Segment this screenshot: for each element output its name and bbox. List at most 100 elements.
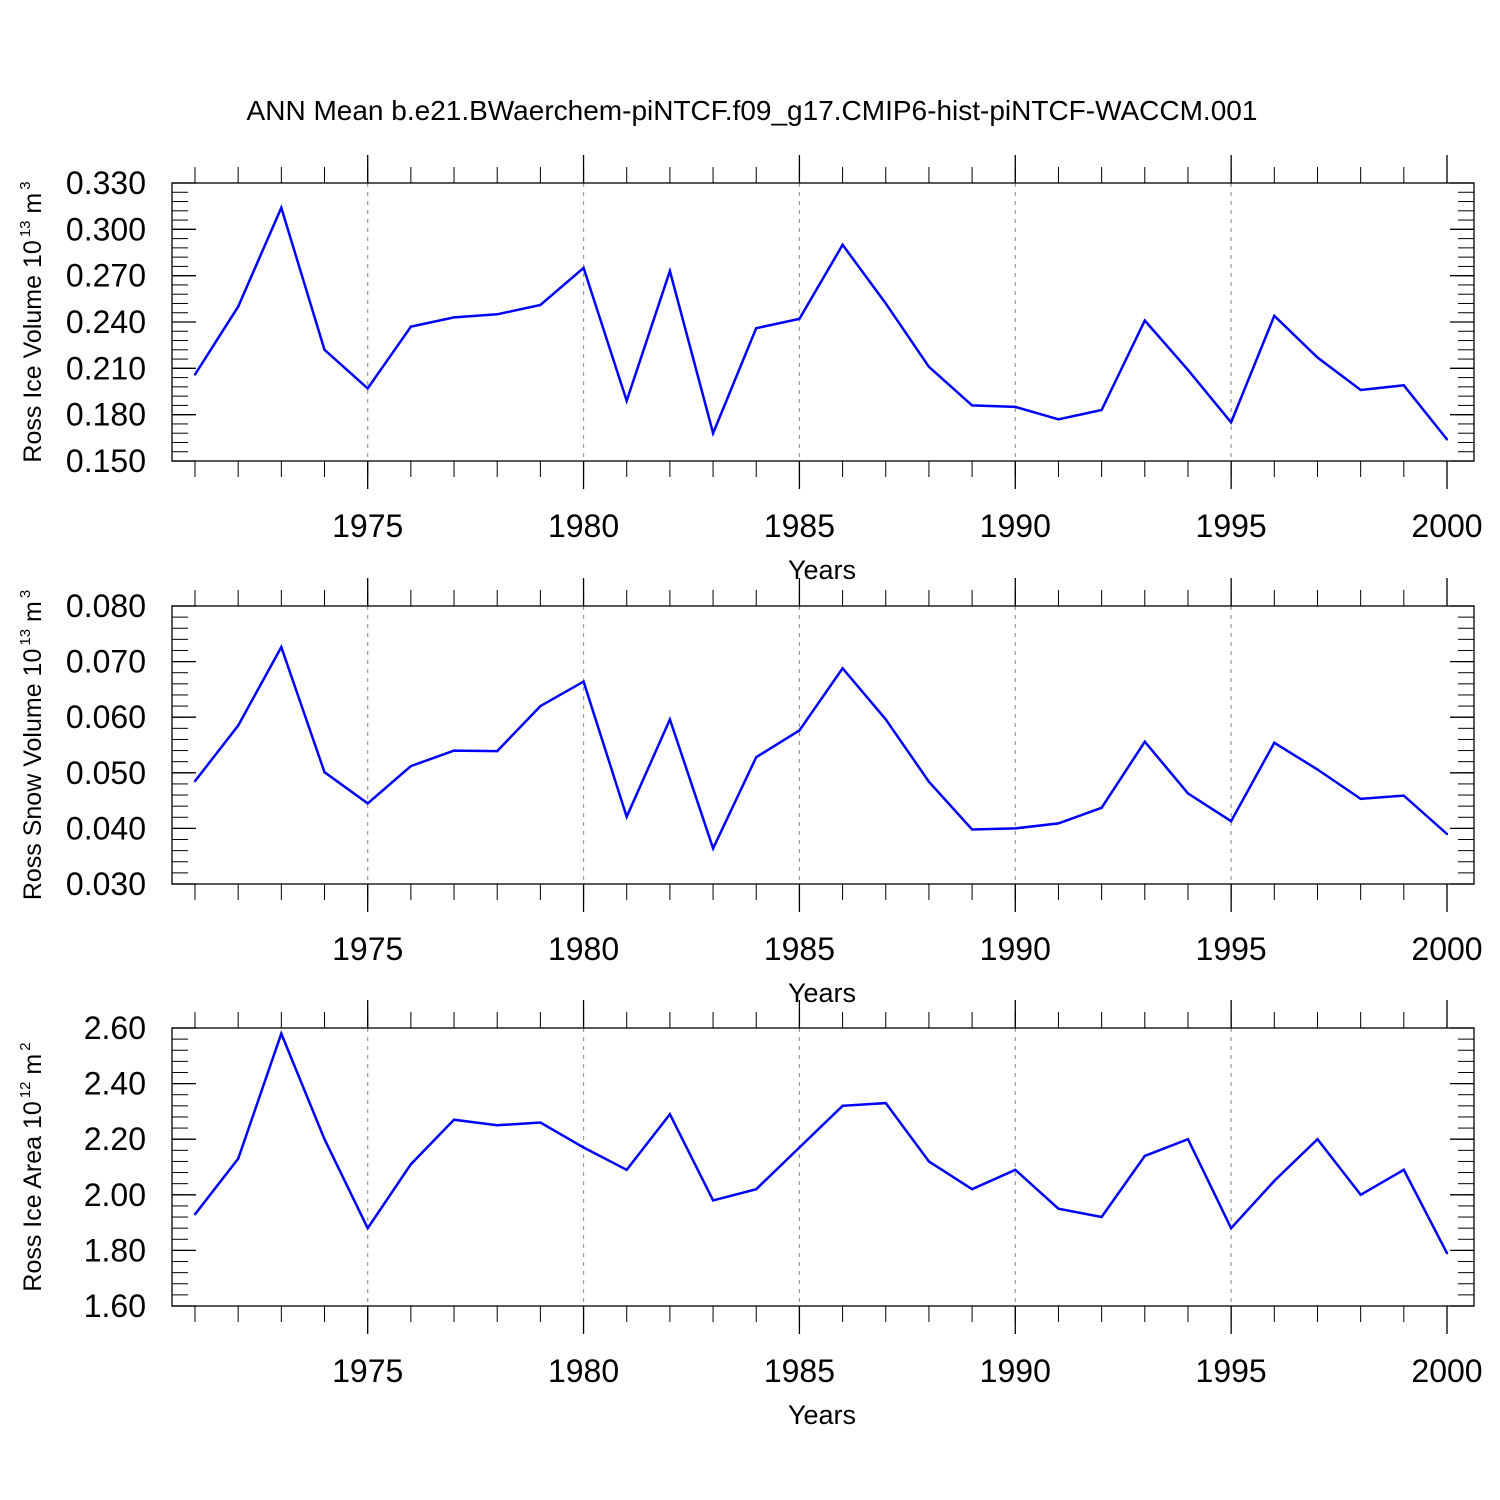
data-point-1973 — [280, 645, 283, 649]
data-point-1984 — [755, 1188, 758, 1191]
data-point-1986 — [841, 667, 844, 670]
y-tick-label: 0.210 — [66, 350, 146, 386]
data-point-1988 — [927, 1160, 931, 1163]
data-point-2000 — [1445, 832, 1449, 836]
data-point-1980 — [582, 266, 585, 270]
y-tick-label: 1.80 — [84, 1232, 146, 1268]
data-point-1988 — [927, 365, 931, 368]
data-point-1980 — [582, 680, 585, 683]
y-axis-label-exponent: 12 — [17, 1082, 34, 1099]
data-point-1979 — [539, 1121, 542, 1124]
y-axis-label-text: Ross Ice Area 10 — [19, 1101, 47, 1291]
data-point-1981 — [625, 399, 628, 402]
data-point-1986 — [841, 243, 844, 246]
data-point-1985 — [798, 317, 801, 321]
panel-3: 1.60 1.80 2.00 2.20 2.40 2.60 1975 1980 1985 1990… — [17, 1000, 1483, 1430]
y-axis-label-text: m — [19, 601, 47, 629]
data-point-1985 — [798, 729, 801, 732]
data-point-1974 — [323, 771, 326, 774]
data-point-1999 — [1402, 1168, 1406, 1171]
x-tick-label: 1985 — [764, 508, 835, 544]
data-point-1982 — [668, 269, 672, 273]
data-point-1987 — [884, 1101, 887, 1105]
y-axis-label-exponent: 13 — [17, 629, 34, 646]
x-axis-label: Years — [788, 978, 856, 1008]
series-line — [194, 644, 1448, 852]
y-axis-label: Ross Ice Volume 10 13 m 3 — [17, 181, 47, 462]
series-line — [193, 204, 1448, 441]
data-point-1973 — [280, 1032, 283, 1035]
y-tick-label: 0.030 — [66, 866, 146, 902]
x-tick-label: 1990 — [980, 1353, 1051, 1389]
data-point-1990 — [1014, 1168, 1017, 1171]
data-point-1977 — [452, 1118, 456, 1121]
x-tick-label: 1995 — [1196, 1353, 1267, 1389]
data-point-2000 — [1445, 438, 1449, 441]
data-point-1993 — [1143, 740, 1146, 743]
y-tick-label: 0.080 — [66, 588, 146, 624]
data-point-1973 — [280, 206, 283, 209]
x-tick-label: 2000 — [1411, 508, 1482, 544]
y-axis-label-text: m — [19, 193, 47, 221]
data-point-1995 — [1229, 819, 1233, 823]
data-point-1977 — [452, 316, 456, 319]
x-axis-label: Years — [788, 555, 856, 585]
y-axis-label: Ross Ice Area 10 12 m 2 — [17, 1042, 47, 1291]
x-tick-label: 1975 — [332, 1353, 403, 1389]
data-point-1975 — [366, 1226, 369, 1230]
series-line — [194, 1030, 1449, 1254]
data-point-1972 — [236, 1157, 240, 1160]
data-point-1983 — [711, 847, 715, 850]
y-tick-label: 0.150 — [66, 443, 146, 479]
data-point-1983 — [711, 432, 715, 435]
data-point-1980 — [582, 1146, 585, 1149]
x-tick-label: 1975 — [332, 931, 403, 967]
data-point-1978 — [496, 313, 499, 316]
y-tick-label: 1.60 — [84, 1288, 146, 1324]
data-point-1981 — [625, 815, 628, 818]
panel-2: 0.030 0.040 0.050 0.060 0.070 0.080 1975 1980 19… — [17, 578, 1483, 1008]
data-point-1998 — [1359, 797, 1362, 801]
y-tick-label: 2.00 — [84, 1177, 146, 1213]
y-axis-label-exponent: 2 — [17, 1042, 34, 1050]
x-tick-label: 2000 — [1411, 1353, 1482, 1389]
data-point-1996 — [1273, 741, 1276, 744]
data-point-1992 — [1100, 806, 1103, 810]
x-tick-label: 1980 — [548, 1353, 619, 1389]
data-point-1989 — [970, 404, 974, 407]
data-point-1977 — [452, 749, 456, 752]
data-point-1983 — [711, 1199, 715, 1202]
plot-frame — [171, 1027, 1475, 1307]
data-point-1975 — [366, 802, 369, 805]
data-point-1976 — [409, 1163, 413, 1166]
data-point-1978 — [496, 749, 499, 753]
data-point-1992 — [1100, 1215, 1103, 1219]
y-axis-label-text: Ross Ice Volume 10 — [19, 240, 47, 462]
chart-title: ANN Mean b.e21.BWaerchem-piNTCF.f09_g17.… — [247, 95, 1258, 126]
data-point-1991 — [1057, 822, 1060, 825]
data-point-1972 — [236, 724, 240, 727]
data-point-1994 — [1186, 1138, 1190, 1141]
data-point-1997 — [1316, 1138, 1319, 1141]
data-point-1999 — [1402, 384, 1406, 387]
data-point-1991 — [1057, 1207, 1060, 1210]
data-point-1976 — [409, 325, 413, 328]
y-axis-label-exponent: 3 — [17, 590, 34, 598]
y-axis-label: Ross Snow Volume 10 13 m 3 — [17, 590, 47, 900]
data-point-1972 — [236, 305, 240, 308]
data-point-1989 — [970, 828, 974, 831]
data-point-1987 — [884, 718, 887, 721]
data-point-1995 — [1229, 1226, 1233, 1230]
data-point-1971 — [193, 779, 197, 783]
data-point-1987 — [884, 302, 887, 305]
data-point-1997 — [1316, 356, 1319, 359]
x-tick-label: 1980 — [548, 508, 619, 544]
data-point-1982 — [668, 718, 672, 721]
data-point-1996 — [1273, 314, 1276, 318]
y-tick-label: 2.60 — [84, 1010, 146, 1046]
data-point-2000 — [1445, 1251, 1449, 1255]
data-point-1989 — [970, 1188, 974, 1191]
y-tick-label: 2.20 — [84, 1121, 146, 1157]
y-tick-label: 0.270 — [66, 258, 146, 294]
